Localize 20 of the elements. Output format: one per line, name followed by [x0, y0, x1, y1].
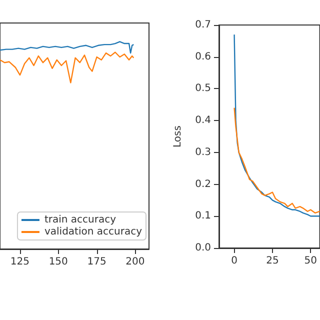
y-tick-label: 0.1 [195, 210, 211, 222]
y-tick-label: 0.5 [195, 83, 211, 94]
y-tick-label: 0.7 [195, 20, 211, 30]
x-tick-label: 150 [48, 256, 68, 268]
y-tick-label: 0.0 [195, 242, 211, 254]
y-tick-label: 0.4 [195, 115, 211, 126]
legend-label: train accuracy [44, 214, 116, 226]
legend-label: validation accuracy [44, 226, 142, 238]
line-series [234, 107, 320, 214]
y-tick-label: 0.6 [195, 51, 211, 62]
x-tick-label: 125 [10, 256, 30, 268]
x-tick-label: 25 [266, 256, 279, 266]
y-axis-title: Loss [172, 126, 184, 148]
line-series [234, 34, 320, 217]
x-tick-label: 50 [304, 256, 318, 266]
x-tick-label: 200 [126, 256, 145, 268]
x-tick-label: 175 [87, 256, 106, 268]
y-tick-label: 0.3 [195, 146, 211, 158]
y-tick-label: 0.2 [195, 178, 211, 190]
x-tick-label: 0 [231, 256, 238, 266]
